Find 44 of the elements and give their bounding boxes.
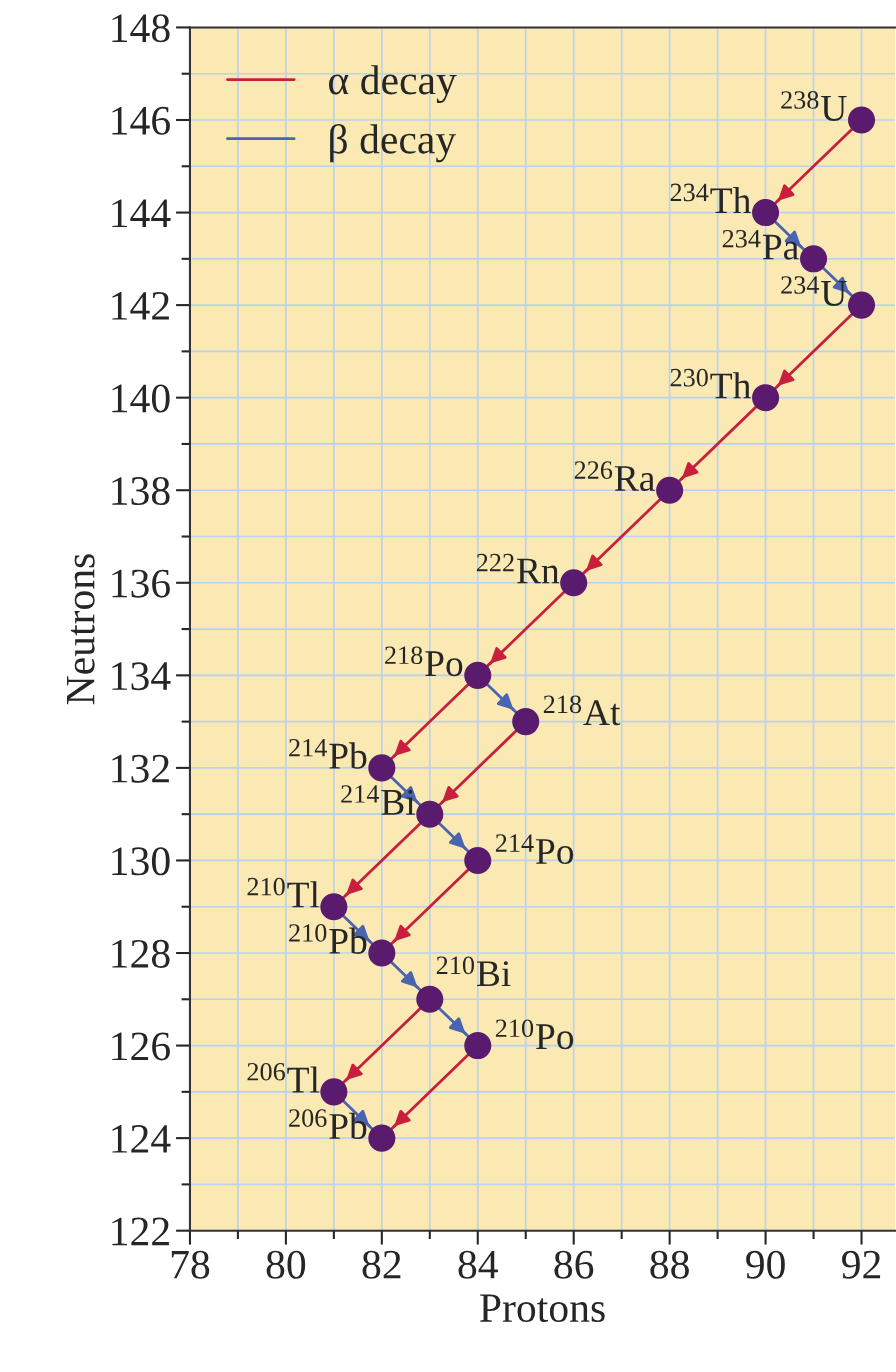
legend-label: β decay xyxy=(330,123,457,163)
y-tick-label: 146 xyxy=(112,106,170,135)
x-tick-label: 92 xyxy=(842,1250,881,1279)
y-tick-label: 148 xyxy=(112,14,170,43)
annotation: $^{214}$Po xyxy=(495,834,574,865)
annotation: $^{210}$Bi xyxy=(436,956,511,987)
annotation: $^{210}$Pb xyxy=(289,924,367,954)
y-axis-title: Neutrons xyxy=(66,554,95,705)
annotation: $^{214}$Pb xyxy=(289,738,367,769)
x-tick-label: 84 xyxy=(458,1250,498,1279)
y-tick-label: 128 xyxy=(112,939,170,968)
annotation: $^{230}$Th xyxy=(670,368,751,399)
y-tick-label: 138 xyxy=(112,476,170,506)
x-axis-title: Protons xyxy=(480,1294,605,1323)
annotation: $^{206}$Pb xyxy=(289,1109,367,1140)
annotation: $^{234}$Th xyxy=(670,183,751,214)
annotation: $^{234}$U xyxy=(781,276,847,306)
annotation: $^{226}$Ra xyxy=(574,461,655,492)
y-tick-label: 122 xyxy=(112,1217,169,1246)
y-tick-label: 124 xyxy=(112,1124,171,1153)
y-tick-label: 130 xyxy=(112,847,170,876)
annotation: $^{238}$U xyxy=(781,91,847,121)
annotation: $^{206}$Tl xyxy=(247,1062,320,1093)
legend-label: α decay xyxy=(329,65,457,104)
annotation: $^{210}$Po xyxy=(495,1019,574,1050)
y-tick-label: 136 xyxy=(112,569,170,598)
x-tick-label: 82 xyxy=(362,1250,401,1279)
x-tick-label: 78 xyxy=(171,1250,210,1279)
annotation: $^{218}$Po xyxy=(385,646,463,677)
annotation: $^{218}$At xyxy=(543,695,621,726)
annotation: $^{222}$Rn xyxy=(476,553,560,584)
annotation: $^{214}$Bi xyxy=(341,785,416,815)
x-tick-label: 88 xyxy=(650,1250,689,1279)
x-tick-label: 86 xyxy=(554,1250,594,1279)
x-tick-label: 80 xyxy=(266,1250,306,1279)
y-tick-label: 142 xyxy=(112,291,169,320)
y-tick-label: 126 xyxy=(112,1032,170,1061)
annotation: $^{234}$Pa xyxy=(722,229,799,260)
y-tick-label: 140 xyxy=(112,384,170,413)
y-tick-label: 134 xyxy=(112,662,171,691)
y-tick-label: 132 xyxy=(112,754,169,783)
y-tick-label: 144 xyxy=(112,199,171,228)
annotation: $^{210}$Tl xyxy=(247,877,320,908)
x-tick-label: 90 xyxy=(746,1250,785,1279)
